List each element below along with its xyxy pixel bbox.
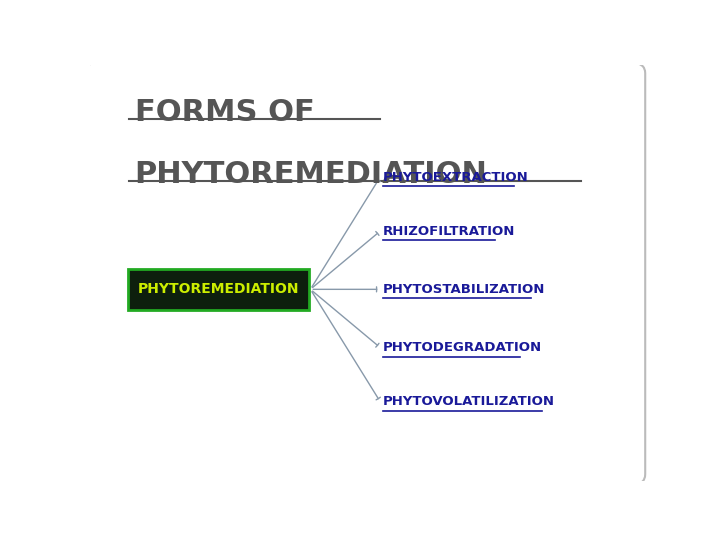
FancyBboxPatch shape (84, 63, 645, 485)
Text: PHYTOEXTRACTION: PHYTOEXTRACTION (383, 171, 528, 184)
Text: PHYTOREMEDIATION: PHYTOREMEDIATION (138, 282, 299, 296)
Text: PHYTODEGRADATION: PHYTODEGRADATION (383, 341, 542, 354)
Text: FORMS OF: FORMS OF (135, 98, 315, 127)
Text: RHIZOFILTRATION: RHIZOFILTRATION (383, 225, 516, 238)
Text: PHYTOREMEDIATION: PHYTOREMEDIATION (135, 160, 487, 190)
FancyBboxPatch shape (128, 269, 309, 310)
Text: PHYTOSTABILIZATION: PHYTOSTABILIZATION (383, 283, 545, 296)
Text: PHYTOVOLATILIZATION: PHYTOVOLATILIZATION (383, 395, 555, 408)
